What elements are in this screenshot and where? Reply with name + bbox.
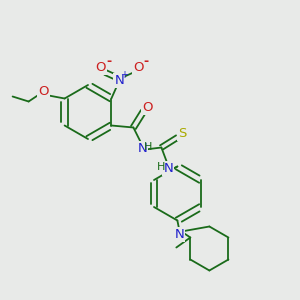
Text: -: - — [144, 55, 149, 68]
Text: N: N — [164, 162, 173, 175]
Text: H: H — [144, 142, 153, 152]
Text: N: N — [137, 142, 147, 155]
Text: +: + — [120, 70, 128, 80]
Text: -: - — [107, 55, 112, 68]
Text: N: N — [115, 74, 124, 87]
Text: N: N — [175, 228, 184, 241]
Text: O: O — [142, 101, 153, 114]
Text: O: O — [133, 61, 144, 74]
Text: S: S — [178, 127, 187, 140]
Text: O: O — [95, 61, 106, 74]
Text: O: O — [38, 85, 49, 98]
Text: H: H — [157, 163, 166, 172]
